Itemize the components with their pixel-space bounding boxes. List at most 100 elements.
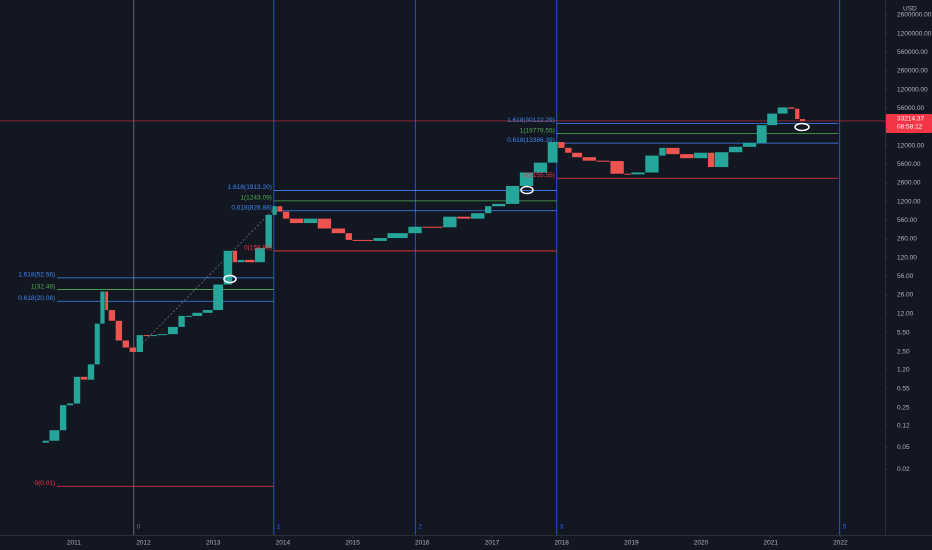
x-tick-label: 2021: [763, 540, 778, 547]
x-tick-label: 2016: [415, 540, 430, 547]
candle: [167, 326, 178, 335]
candle: [42, 440, 49, 443]
candle: [232, 250, 238, 263]
cycle-label: 5: [843, 524, 847, 531]
x-tick-label: 2013: [206, 540, 221, 547]
fib-label: 1.618(1913.20): [228, 184, 272, 191]
candle: [277, 206, 283, 212]
cycle-label: 1: [277, 524, 281, 531]
candle: [610, 161, 624, 174]
countdown-label: 08:58:12: [897, 124, 923, 131]
y-tick-label: 26.00: [897, 292, 914, 299]
y-tick-label: 560.00: [897, 217, 917, 224]
candle: [485, 206, 492, 214]
candle: [756, 125, 767, 143]
fib-label: 0(0.01): [35, 480, 56, 487]
marks: [0, 0, 885, 535]
candle: [244, 259, 255, 263]
fib-label: 0(3155.55): [523, 172, 554, 179]
candle: [714, 152, 729, 168]
candle: [443, 216, 457, 228]
candle: [645, 155, 659, 173]
candle: [596, 160, 610, 162]
candle: [533, 162, 548, 173]
y-tick-label: 120000.00: [897, 86, 928, 93]
y-tick-label: 1200000.00: [897, 30, 932, 37]
x-tick-label: 2012: [136, 540, 151, 547]
last-price-box: [886, 113, 932, 133]
y-tick-label: 1200.00: [897, 198, 921, 205]
candle: [150, 335, 157, 337]
fib-label: 1(32.49): [31, 283, 55, 290]
fib-label: 1.618(30122.29): [507, 117, 555, 124]
y-tick-label: 2.50: [897, 349, 910, 356]
y-tick-label: 12000.00: [897, 142, 924, 149]
candle: [457, 216, 471, 219]
candle: [255, 247, 265, 263]
candle: [624, 173, 631, 175]
candle: [100, 291, 105, 324]
candle: [192, 312, 203, 316]
candle: [115, 320, 123, 341]
candle: [157, 334, 168, 336]
candle: [659, 147, 666, 156]
candle: [129, 347, 136, 352]
x-tick-label: 2019: [624, 540, 639, 547]
candle: [788, 107, 795, 109]
y-tick-label: 260.00: [897, 236, 917, 243]
candle: [178, 315, 185, 327]
candle: [767, 113, 778, 126]
candle: [631, 172, 645, 175]
candle: [94, 323, 100, 365]
fib-label: 1.618(52.56): [18, 272, 55, 279]
candle: [565, 147, 572, 153]
candle: [742, 142, 757, 147]
x-tick-label: 2014: [276, 540, 291, 547]
candle: [547, 142, 558, 163]
y-tick-label: 5.50: [897, 329, 910, 336]
fib-label: 0.618(20.08): [18, 295, 55, 302]
fib-label: 1(19779.55): [520, 127, 555, 134]
y-tick-label: 560000.00: [897, 49, 928, 56]
cycle-label: 0: [137, 524, 141, 531]
candle: [471, 213, 485, 219]
y-tick-label: 56.00: [897, 273, 914, 280]
x-tick-label: 2015: [345, 540, 360, 547]
y-tick-label: 2600000.00: [897, 12, 932, 19]
y-tick-label: 2600.00: [897, 180, 921, 187]
y-tick-label: 260000.00: [897, 68, 928, 75]
candle: [87, 364, 95, 380]
candle: [317, 218, 332, 229]
fib-label: 0.618(13386.39): [507, 137, 555, 144]
x-tick-label: 2020: [694, 540, 709, 547]
candle: [408, 226, 422, 234]
candle: [799, 119, 805, 121]
y-tick-label: 0.05: [897, 444, 910, 451]
y-tick-label: 0.02: [897, 466, 910, 473]
candle: [387, 233, 408, 239]
last-price-label: 33214.37: [897, 116, 924, 123]
candle: [143, 335, 150, 337]
candle: [223, 250, 233, 285]
candle: [728, 146, 743, 153]
fib-label: 0.618(828.88): [231, 204, 271, 211]
candle: [265, 214, 272, 248]
candle: [49, 430, 60, 441]
highlight-ellipse: [223, 274, 237, 284]
candle: [289, 218, 304, 224]
candle: [185, 315, 192, 317]
candle: [105, 291, 109, 311]
cycle-label: 2: [418, 524, 422, 531]
candle: [666, 147, 680, 155]
candle: [345, 233, 353, 240]
x-tick-label: 2011: [67, 540, 81, 547]
candle: [352, 239, 373, 241]
candle: [582, 157, 596, 161]
candle: [680, 154, 694, 159]
candle: [59, 405, 67, 431]
candle: [237, 259, 244, 263]
y-tick-label: 0.12: [897, 423, 910, 430]
candle: [66, 403, 74, 406]
y-tick-label: 12.00: [897, 311, 914, 318]
